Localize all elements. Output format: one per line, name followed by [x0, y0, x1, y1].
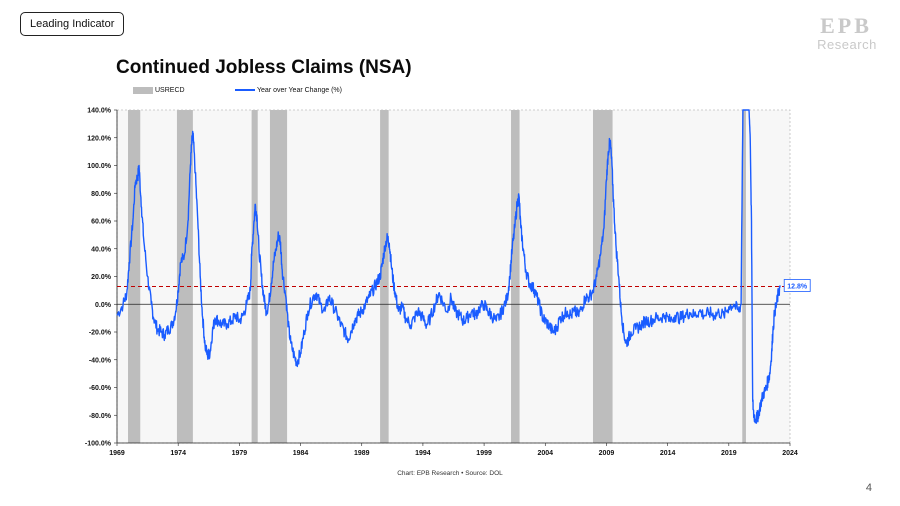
svg-text:EPB: EPB: [820, 14, 872, 36]
y-tick-label: 80.0%: [91, 191, 112, 198]
logo-research-text: Research: [817, 37, 877, 52]
page-number: 4: [865, 482, 872, 494]
recession-band: [251, 110, 258, 443]
chart-source: Chart: EPB Research • Source: DOL: [397, 470, 503, 477]
x-tick-label: 2004: [537, 450, 553, 457]
x-tick-label: 1984: [293, 450, 309, 457]
recession-band: [269, 110, 288, 443]
y-tick-label: -40.0%: [89, 357, 112, 364]
page-title: Continued Jobless Claims (NSA): [116, 57, 412, 78]
recession-band: [128, 110, 141, 443]
x-tick-label: 1994: [415, 450, 431, 457]
last-value-label: 12.8%: [787, 283, 808, 290]
legend-swatch-recession: [133, 86, 153, 94]
x-tick-label: 1974: [170, 450, 186, 457]
legend-label-line: Year over Year Change (%): [257, 87, 342, 94]
x-tick-label: 2024: [782, 450, 798, 457]
y-tick-label: -60.0%: [89, 385, 112, 392]
x-tick-label: 2019: [721, 450, 737, 457]
recession-band: [511, 110, 520, 443]
y-tick-label: 60.0%: [91, 219, 112, 226]
plot-area: [117, 110, 790, 443]
series-line: [116, 109, 781, 424]
legend-item-recession: USRECD: [133, 86, 185, 96]
x-tick-label: 2009: [599, 450, 615, 457]
leading-indicator-tag: Leading Indicator: [20, 12, 125, 36]
legend-swatch-line: [235, 89, 255, 92]
epb-logo-mark: EPB: [820, 14, 872, 36]
x-tick-label: 2014: [660, 450, 676, 457]
recession-band: [742, 110, 746, 443]
y-tick-label: -20.0%: [89, 330, 112, 337]
legend-label-recession: USRECD: [155, 87, 185, 94]
recession-band: [592, 110, 613, 443]
y-tick-label: 20.0%: [91, 274, 112, 281]
y-tick-label: 0.0%: [95, 302, 112, 309]
legend-item-line: Year over Year Change (%): [235, 86, 342, 96]
last-value-box: [783, 279, 811, 292]
y-tick-label: 100.0%: [87, 163, 112, 170]
y-tick-label: 120.0%: [87, 135, 112, 142]
x-tick-label: 1969: [109, 450, 125, 457]
x-tick-label: 1979: [232, 450, 248, 457]
y-tick-label: 40.0%: [91, 246, 112, 253]
y-tick-label: -80.0%: [89, 413, 112, 420]
epb-research-logo: EPB Research: [814, 14, 880, 54]
y-tick-label: 140.0%: [87, 108, 112, 115]
y-tick-label: -100.0%: [85, 441, 112, 448]
recession-band: [380, 110, 389, 443]
x-tick-label: 1989: [354, 450, 370, 457]
x-tick-label: 1999: [476, 450, 492, 457]
